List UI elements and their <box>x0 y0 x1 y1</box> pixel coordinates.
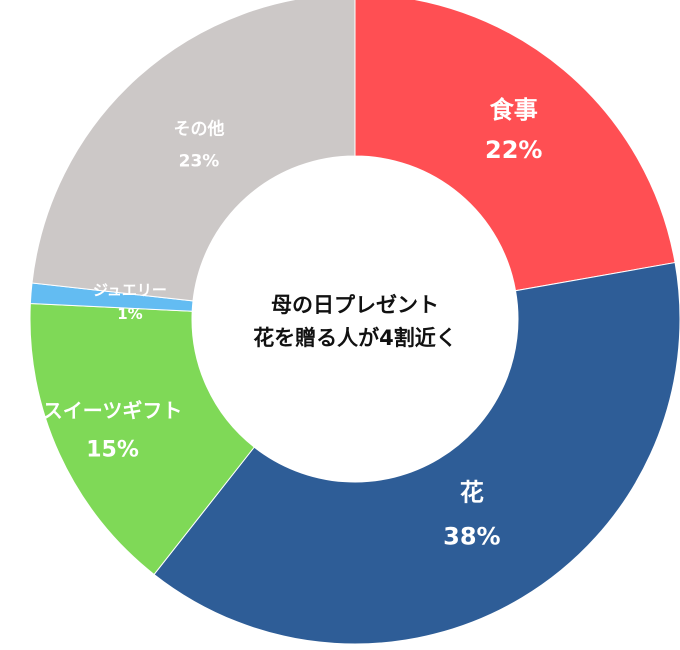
slice-label-2: 花 <box>460 479 484 507</box>
slice-label-1: 食事 <box>490 96 538 124</box>
slice-1 <box>354 0 676 292</box>
center-subtitle: 花を贈る人が4割近く <box>253 326 457 350</box>
slice-value-5: 23% <box>179 152 220 172</box>
slice-label-5: その他 <box>173 119 224 140</box>
slice-value-3: 15% <box>86 437 139 462</box>
slice-value-2: 38% <box>443 523 500 551</box>
center-title: 母の日プレゼント <box>271 293 439 317</box>
slice-label-4: ジュエリー <box>93 281 167 299</box>
slice-3 <box>29 303 255 576</box>
slice-value-1: 22% <box>485 136 542 164</box>
labels-group: 食事 22% 花 38% スイーツギフト 15% ジュエリー 1% その他 23% <box>43 96 543 550</box>
slice-5 <box>31 0 356 302</box>
slice-value-4: 1% <box>117 305 142 323</box>
slice-label-3: スイーツギフト <box>43 399 183 423</box>
slices-group <box>29 0 680 645</box>
slice-2 <box>153 261 680 645</box>
